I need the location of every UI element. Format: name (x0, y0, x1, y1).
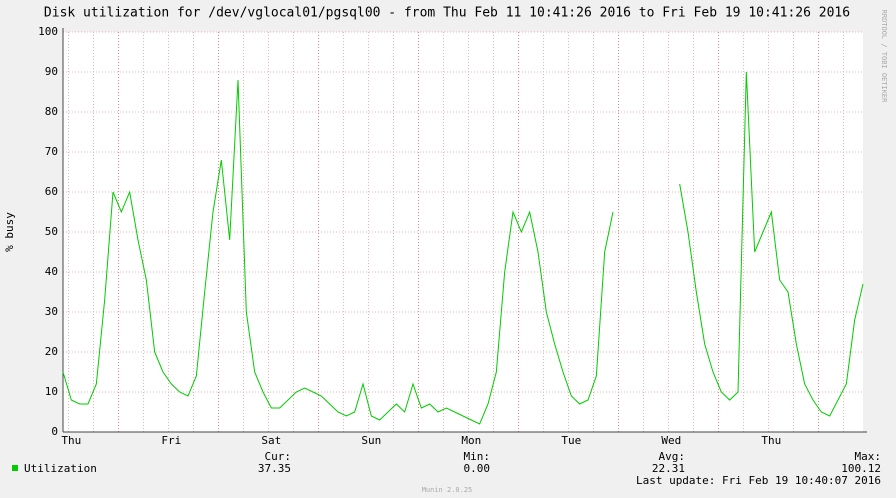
stat-value: 37.35 (258, 462, 291, 475)
y-tick-label: 90 (45, 65, 58, 78)
footer: Munin 2.0.25 (422, 486, 473, 494)
legend-entry: Utilization (24, 462, 97, 475)
x-tick-label: Sun (361, 434, 381, 447)
y-tick-label: 30 (45, 305, 58, 318)
data-line (62, 71, 864, 425)
y-tick-label: 70 (45, 145, 58, 158)
y-tick-label: 40 (45, 265, 58, 278)
chart-title: Disk utilization for /dev/vglocal01/pgsq… (44, 6, 850, 21)
stat-label: Cur: (265, 450, 292, 463)
x-tick-label: Sat (261, 434, 281, 447)
y-tick-label: 0 (51, 425, 58, 438)
side-text: RRDTOOL / TOBI OETIKER (880, 10, 888, 104)
last-update: Last update: Fri Feb 19 10:40:07 2016 (636, 474, 881, 487)
y-axis-label: % busy (3, 212, 16, 252)
y-tick-label: 60 (45, 185, 58, 198)
y-tick-label: 80 (45, 105, 58, 118)
stat-label: Avg: (659, 450, 686, 463)
y-tick-label: 50 (45, 225, 58, 238)
x-tick-label: Mon (461, 434, 481, 447)
y-tick-label: 100 (38, 25, 58, 38)
x-tick-label: Thu (761, 434, 781, 447)
legend-swatch (12, 465, 18, 471)
x-tick-label: Thu (61, 434, 81, 447)
y-tick-label: 10 (45, 385, 58, 398)
stat-label: Min: (464, 450, 491, 463)
stat-value: 22.31 (652, 462, 685, 475)
stat-value: 0.00 (464, 462, 491, 475)
x-tick-label: Tue (561, 434, 581, 447)
y-tick-label: 20 (45, 345, 58, 358)
x-tick-label: Fri (161, 434, 181, 447)
stat-value: 100.12 (841, 462, 881, 475)
x-tick-label: Wed (661, 434, 681, 447)
stat-label: Max: (855, 450, 882, 463)
